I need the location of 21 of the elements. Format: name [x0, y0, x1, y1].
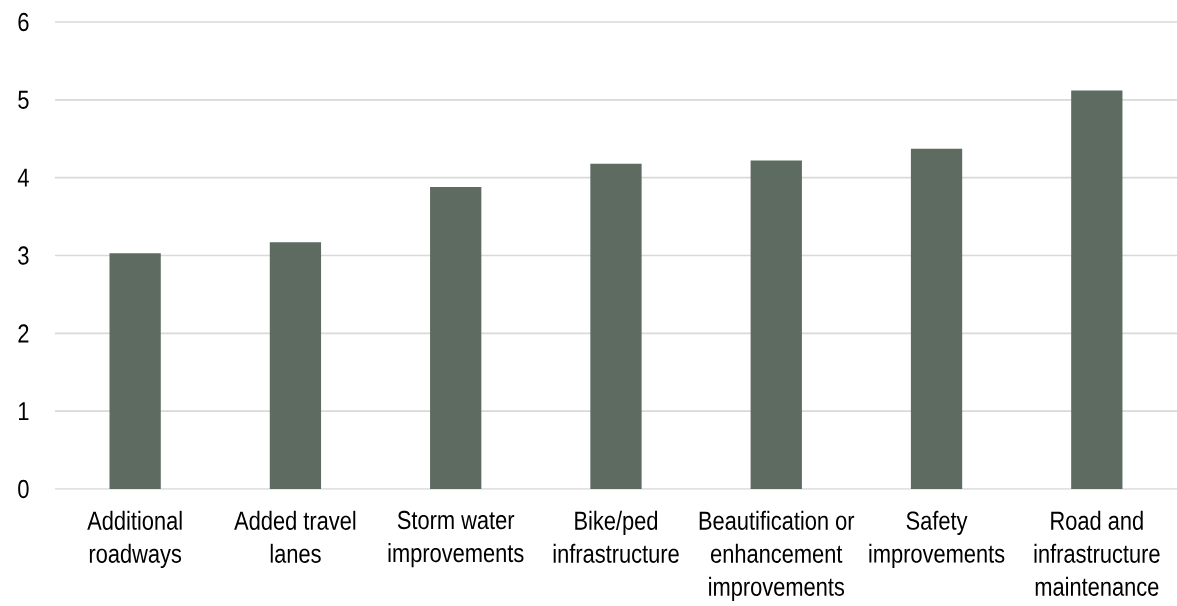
y-tick-label: 4: [17, 168, 29, 187]
y-tick-label: 1: [18, 402, 29, 421]
x-tick-label: Beautification or enhancement improvements: [699, 510, 855, 602]
y-tick-label: 3: [18, 246, 29, 265]
bar: [910, 148, 963, 489]
x-tick-label: Safety improvements: [869, 510, 1005, 569]
bar: [590, 163, 642, 489]
y-tick-label: 2: [18, 324, 29, 343]
x-tick-label: Road and infrastructure maintenance: [1034, 510, 1160, 596]
bar: [430, 187, 482, 489]
bar: [1071, 90, 1123, 489]
bar: [750, 160, 802, 489]
y-tick-label: 6: [18, 12, 29, 32]
x-tick-label: Added travel lanes: [234, 510, 356, 563]
x-tick-label: Bike/ped infrastructure: [553, 510, 679, 563]
x-tick-label: Storm water improvements: [388, 510, 524, 568]
x-tick-label: Additional roadways: [87, 510, 182, 569]
bar: [269, 242, 322, 489]
bar: [109, 253, 161, 489]
y-tick-label: 0: [18, 479, 29, 499]
y-tick-label: 5: [18, 90, 29, 109]
